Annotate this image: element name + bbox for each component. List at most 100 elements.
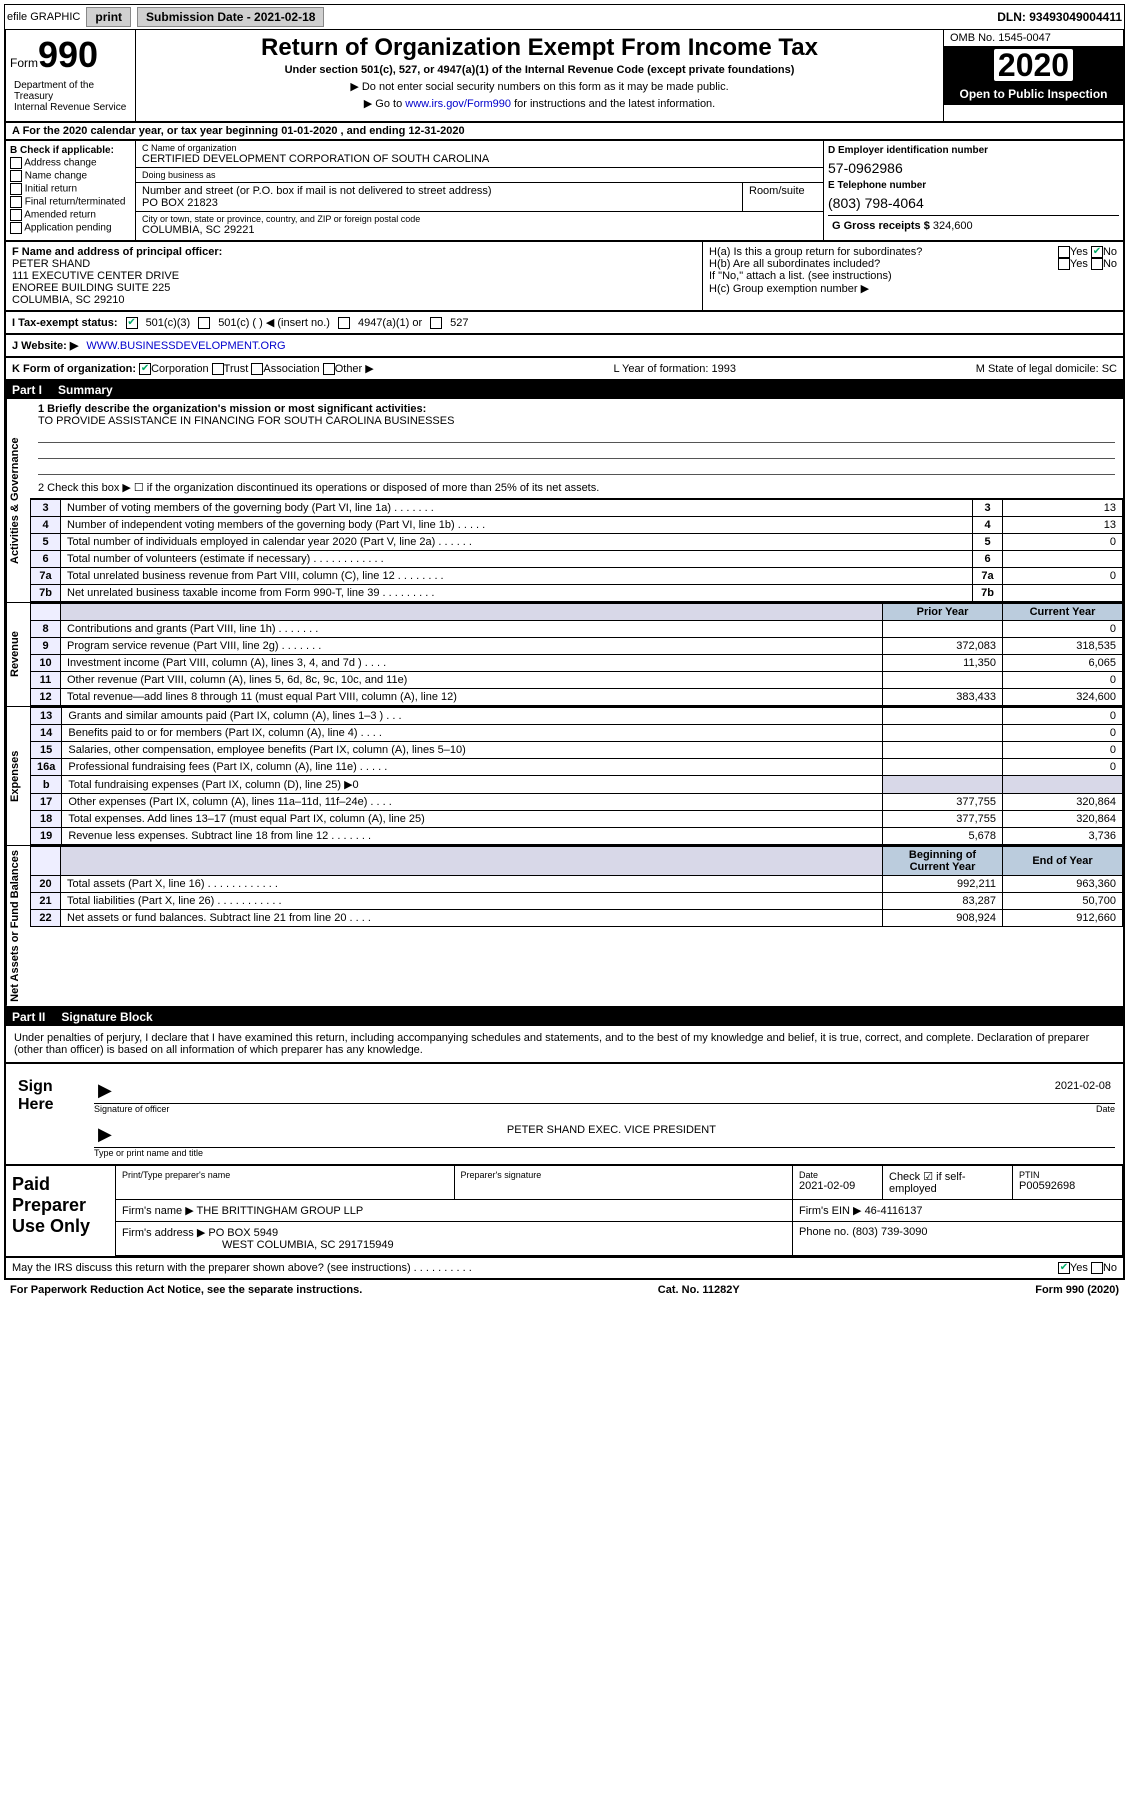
table-row: 11Other revenue (Part VIII, column (A), … [31,672,1123,689]
officer-city: COLUMBIA, SC 29210 [12,294,125,306]
sigdate-label: Date [1096,1104,1115,1114]
chk-address-change[interactable]: Address change [10,157,131,169]
col-b: B Check if applicable: Address change Na… [6,141,136,240]
hb-label: H(b) Are all subordinates included? [709,258,880,270]
irs-link[interactable]: www.irs.gov/Form990 [405,98,511,110]
table-row: 13Grants and similar amounts paid (Part … [31,708,1123,725]
i-label: I Tax-exempt status: [12,317,118,329]
ha-yes[interactable] [1058,246,1070,258]
table-row: 14Benefits paid to or for members (Part … [31,725,1123,742]
k-assoc[interactable] [251,363,263,375]
gross-receipts: G Gross receipts $ 324,600 [828,215,1119,236]
gross-label: G Gross receipts $ [832,220,930,232]
i-4947[interactable] [338,317,350,329]
print-button[interactable]: print [86,7,131,27]
firm-addr-lbl: Firm's address ▶ [122,1227,205,1239]
cat-no: Cat. No. 11282Y [658,1284,740,1296]
addr: PO BOX 21823 [142,197,736,209]
f-cell: F Name and address of principal officer:… [6,242,703,310]
city-label: City or town, state or province, country… [142,214,817,224]
f-h-row: F Name and address of principal officer:… [4,242,1125,312]
declaration: Under penalties of perjury, I declare th… [4,1026,1125,1064]
chk-name-change[interactable]: Name change [10,170,131,182]
table-row: 12Total revenue—add lines 8 through 11 (… [31,689,1123,706]
gross-value: 324,600 [933,220,973,232]
note2-pre: ▶ Go to [364,98,405,110]
chk-pending[interactable]: Application pending [10,222,131,234]
mission-text: TO PROVIDE ASSISTANCE IN FINANCING FOR S… [38,415,1115,427]
k-trust[interactable] [212,363,224,375]
form-note2: ▶ Go to www.irs.gov/Form990 for instruct… [144,97,935,110]
sign-date: 2021-02-08 [1055,1080,1111,1101]
ptin-lbl: PTIN [1019,1170,1116,1180]
form-title: Return of Organization Exempt From Incom… [144,34,935,62]
k-label: K Form of organization: [12,363,136,375]
room-label: Room/suite [749,185,817,197]
firm-addr2: WEST COLUMBIA, SC 291715949 [222,1239,394,1251]
line2-text: 2 Check this box ▶ ☐ if the organization… [38,481,1115,494]
discuss-yes[interactable] [1058,1262,1070,1274]
sign-here-block: Sign Here ▶ 2021-02-08 Signature of offi… [4,1064,1125,1166]
expenses-section: Expenses 13Grants and similar amounts pa… [4,707,1125,846]
period-line: A For the 2020 calendar year, or tax yea… [4,123,1125,141]
firm-ein: 46-4116137 [865,1205,923,1217]
i-501c[interactable] [198,317,210,329]
governance-section: Activities & Governance 1 Briefly descri… [4,399,1125,603]
footer: For Paperwork Reduction Act Notice, see … [4,1280,1125,1300]
table-row: 8Contributions and grants (Part VIII, li… [31,621,1123,638]
prep-date-lbl: Date [799,1170,876,1180]
prep-date: 2021-02-09 [799,1180,876,1192]
chk-initial-return[interactable]: Initial return [10,183,131,195]
chk-amended[interactable]: Amended return [10,209,131,221]
table-row: 10Investment income (Part VIII, column (… [31,655,1123,672]
hb-yes[interactable] [1058,258,1070,270]
efile-label: efile GRAPHIC [7,11,80,23]
k-corp[interactable] [139,363,151,375]
k-other[interactable] [323,363,335,375]
prep-name-lbl: Print/Type preparer's name [122,1170,448,1180]
part-ii-header: Part II Signature Block [4,1008,1125,1026]
table-row: 17Other expenses (Part IX, column (A), l… [31,794,1123,811]
k-row: K Form of organization: Corporation Trus… [4,358,1125,381]
col-d-e-g: D Employer identification number 57-0962… [823,141,1123,240]
website-link[interactable]: WWW.BUSINESSDEVELOPMENT.ORG [86,340,285,352]
tax-status-row: I Tax-exempt status: 501(c)(3) 501(c) ( … [4,312,1125,335]
rev-side-label: Revenue [6,603,30,706]
ha-label: H(a) Is this a group return for subordin… [709,246,922,258]
firm-name: THE BRITTINGHAM GROUP LLP [197,1205,364,1217]
hb-no[interactable] [1091,258,1103,270]
chk-final-return[interactable]: Final return/terminated [10,196,131,208]
table-row: 20Total assets (Part X, line 16) . . . .… [31,876,1123,893]
form-label: Form [10,56,38,70]
mission-block: 1 Briefly describe the organization's mi… [30,399,1123,499]
ha-no[interactable] [1091,246,1103,258]
submission-date-button[interactable]: Submission Date - 2021-02-18 [137,7,324,27]
tax-year: 2020 [944,47,1123,83]
addr-label: Number and street (or P.O. box if mail i… [142,185,736,197]
netassets-section: Net Assets or Fund Balances Beginning of… [4,846,1125,1008]
ptin: P00592698 [1019,1180,1116,1192]
i-501c3[interactable] [126,317,138,329]
net-table: Beginning of Current YearEnd of Year20To… [30,846,1123,927]
phone-label: E Telephone number [828,180,1119,191]
year-value: 2020 [994,49,1073,81]
table-row: 16aProfessional fundraising fees (Part I… [31,759,1123,776]
parti-num: Part I [12,383,42,397]
table-row: 7aTotal unrelated business revenue from … [31,568,1123,585]
discuss-no[interactable] [1091,1262,1103,1274]
part-i-header: Part I Summary [4,381,1125,399]
table-row: 21Total liabilities (Part X, line 26) . … [31,893,1123,910]
i-527[interactable] [430,317,442,329]
signer-name-label: Type or print name and title [94,1148,1115,1158]
form-subtitle: Under section 501(c), 527, or 4947(a)(1)… [144,64,935,76]
org-name: CERTIFIED DEVELOPMENT CORPORATION OF SOU… [142,153,817,165]
table-row: 19Revenue less expenses. Subtract line 1… [31,828,1123,845]
form-ref: Form 990 (2020) [1035,1284,1119,1296]
firm-name-lbl: Firm's name ▶ [122,1205,194,1217]
section-b-through-g: B Check if applicable: Address change Na… [4,141,1125,242]
col-c: C Name of organization CERTIFIED DEVELOP… [136,141,823,240]
omb-label: OMB No. 1545-0047 [944,30,1123,47]
pra-notice: For Paperwork Reduction Act Notice, see … [10,1284,362,1296]
j-label: J Website: ▶ [12,339,78,352]
gov-table: 3Number of voting members of the governi… [30,499,1123,602]
